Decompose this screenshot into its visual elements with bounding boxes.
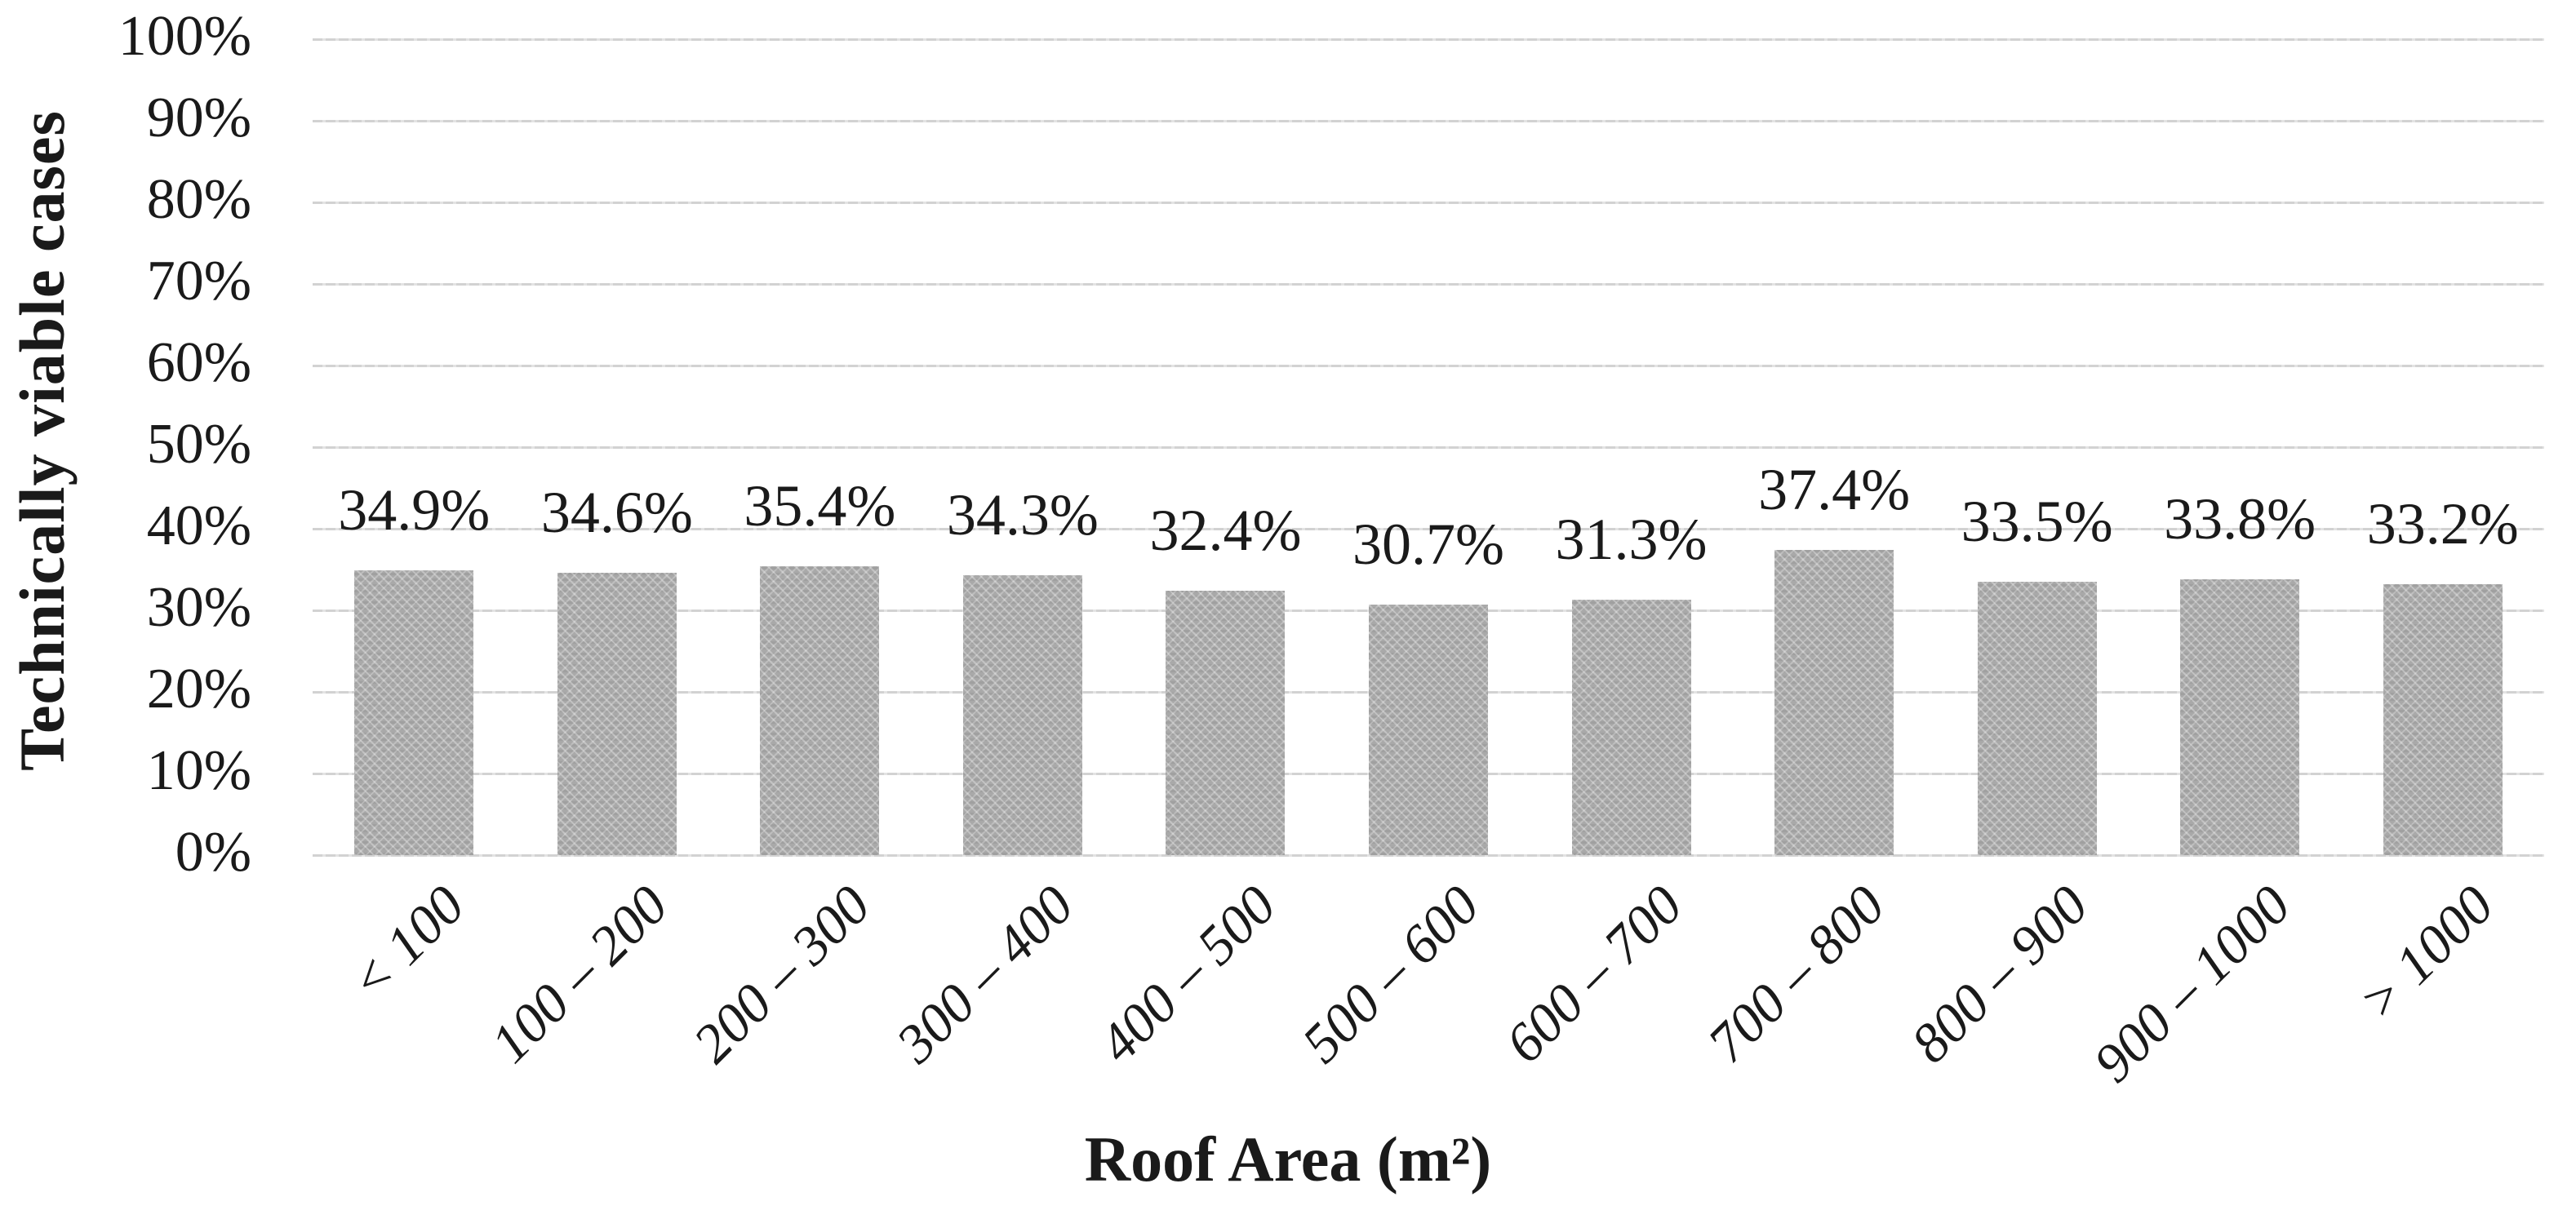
data-label: 31.3%: [1555, 507, 1708, 572]
x-tick-label-text: 700 – 800: [1695, 873, 1897, 1075]
gridline: [313, 282, 2544, 286]
data-label: 34.9%: [338, 477, 491, 543]
y-tick-label: 20%: [146, 657, 251, 720]
bar: [2383, 584, 2503, 855]
gridline: [313, 201, 2544, 204]
plot-area: 34.9% 34.6% 35.4% 34.3% 32.4% 30.7% 31.3% 37.4%…: [313, 38, 2544, 857]
data-label: 32.4%: [1149, 498, 1302, 563]
y-tick-label: 40%: [146, 494, 251, 557]
bar: [1369, 605, 1488, 855]
gridline: [313, 364, 2544, 367]
gridline: [313, 445, 2544, 449]
bar: [1166, 591, 1286, 855]
bar: [1571, 600, 1691, 855]
data-label: 33.2%: [2366, 491, 2519, 556]
bar: [1977, 582, 2097, 855]
x-tick-label-text: > 1000: [2346, 873, 2506, 1033]
x-tick-label-text: 600 – 700: [1492, 873, 1694, 1075]
data-label: 33.5%: [1961, 489, 2113, 554]
y-tick-label: 90%: [146, 86, 251, 149]
x-tick-label-text: 800 – 900: [1898, 873, 2100, 1075]
y-axis-tick-labels: 100% 90% 80% 70% 60% 50% 40% 30% 20% 10% 0%: [0, 5, 278, 884]
data-label: 33.8%: [2164, 486, 2316, 552]
y-tick-label: 10%: [146, 738, 251, 802]
data-label: 37.4%: [1758, 457, 1911, 522]
x-tick-label-text: 900 – 1000: [2081, 873, 2303, 1094]
y-tick-label: 0%: [175, 820, 251, 884]
gridline: [313, 527, 2544, 530]
y-tick-label: 50%: [146, 412, 251, 476]
bar: [760, 566, 880, 855]
x-tick-label-text: 500 – 600: [1290, 873, 1491, 1075]
x-tick-label-text: < 100: [337, 873, 477, 1013]
bar: [557, 573, 677, 855]
bar: [1774, 550, 1894, 855]
x-axis-title: Roof Area (m²): [1084, 1124, 1492, 1195]
bar: [354, 570, 474, 855]
data-label: 30.7%: [1352, 512, 1504, 577]
y-tick-label: 60%: [146, 330, 251, 394]
y-tick-label: 30%: [146, 575, 251, 639]
gridline: [313, 119, 2544, 122]
bar: [2180, 579, 2300, 855]
data-label: 35.4%: [744, 473, 896, 539]
x-tick-label-text: 400 – 500: [1086, 873, 1288, 1075]
data-label: 34.3%: [946, 482, 1099, 547]
bar: [962, 575, 1082, 855]
x-tick-label-text: 300 – 400: [884, 873, 1086, 1075]
x-tick-label-text: 200 – 300: [681, 873, 882, 1075]
data-label: 34.6%: [540, 480, 693, 545]
x-tick-label-text: 100 – 200: [478, 873, 680, 1075]
gridline: [313, 38, 2544, 41]
gridline: [313, 853, 2544, 857]
x-axis-tick-labels: < 100 100 – 200 200 – 300 300 – 400 400 – 50…: [313, 868, 2544, 1137]
y-tick-label: 70%: [146, 249, 251, 313]
y-tick-label: 80%: [146, 167, 251, 231]
y-tick-label: 100%: [118, 4, 251, 68]
